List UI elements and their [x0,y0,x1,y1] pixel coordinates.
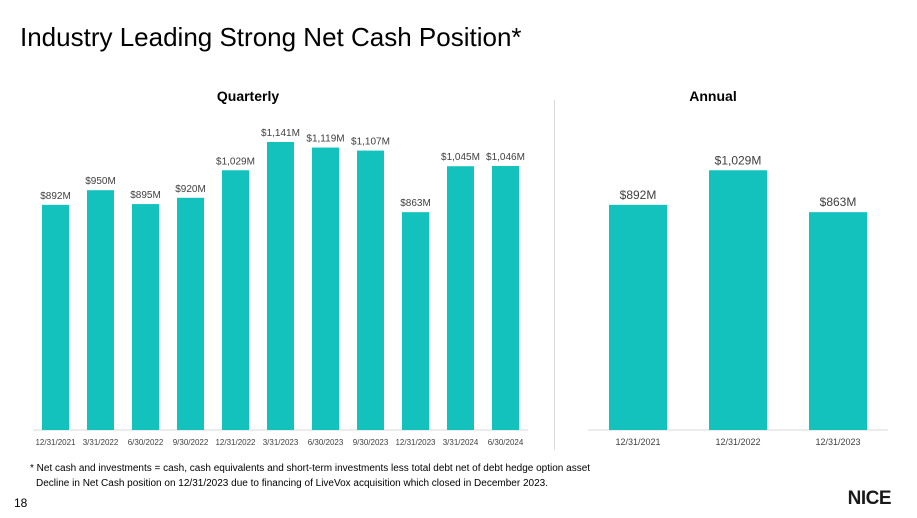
x-tick-label: 12/31/2021 [615,437,660,447]
page-number: 18 [14,496,27,510]
footnote-decline-note: Decline in Net Cash position on 12/31/20… [30,476,590,491]
x-tick-label: 12/31/2023 [815,437,860,447]
data-label: $1,029M [715,153,762,167]
x-tick-label: 12/31/2022 [715,437,760,447]
nice-logo: NICE [848,488,891,510]
bar-12-31-2023 [809,212,867,430]
bar-12-31-2021 [609,205,667,430]
annual-bar-chart: $892M 12/31/2021 $1,029M 12/31/2022 $863M 12/… [0,0,917,518]
footnote-definition: * Net cash and investments = cash, cash … [30,461,590,476]
data-label: $863M [820,195,857,209]
data-label: $892M [620,188,657,202]
bar-12-31-2022 [709,170,767,430]
footnote: * Net cash and investments = cash, cash … [30,461,590,491]
